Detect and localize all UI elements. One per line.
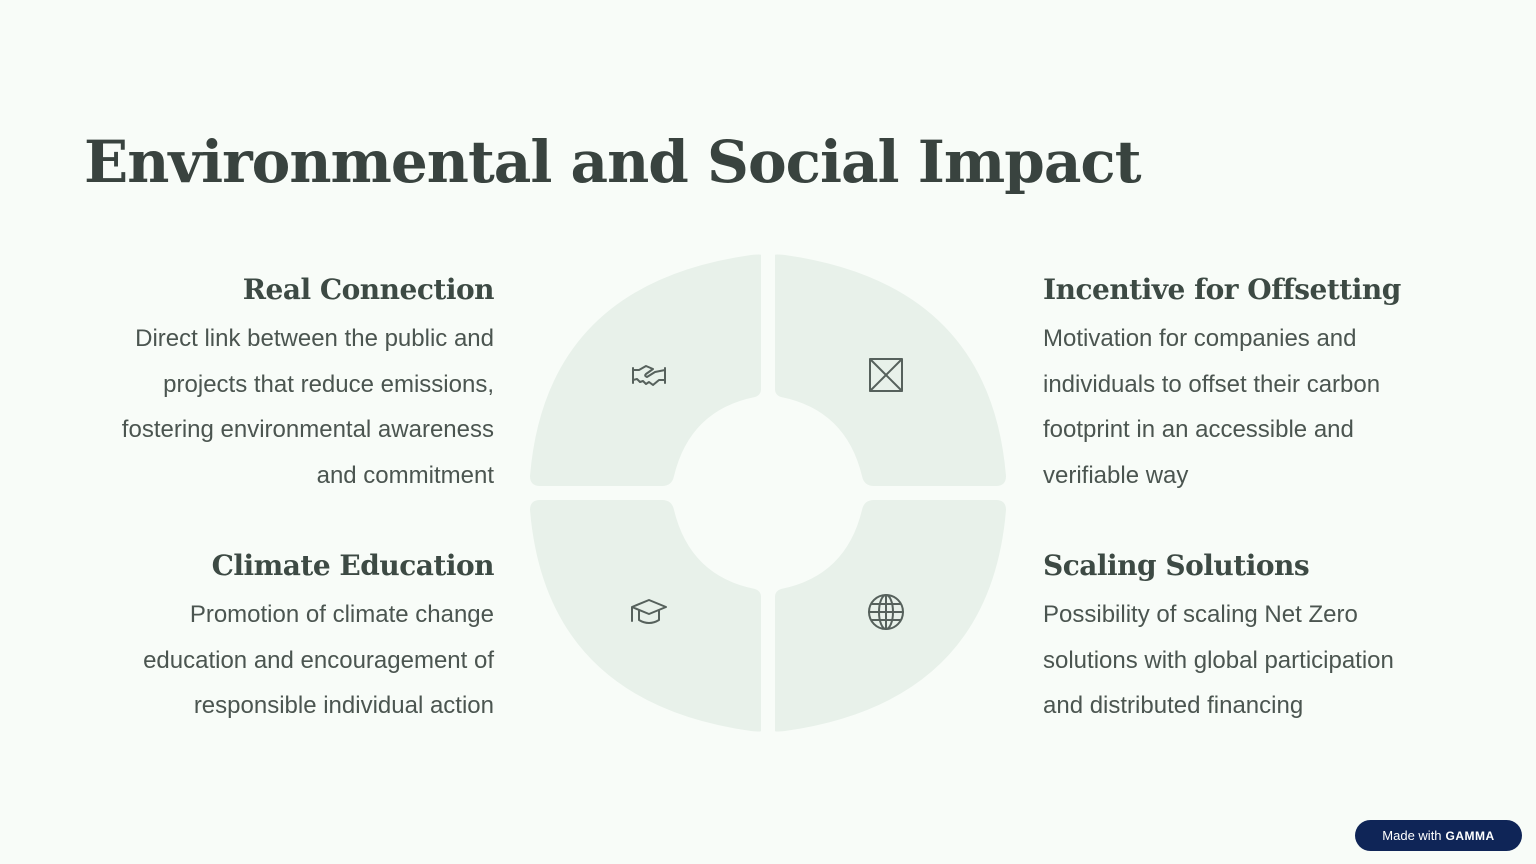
cycle-diagram	[518, 244, 1018, 744]
section-heading: Scaling Solutions	[1043, 549, 1310, 582]
section-heading: Incentive for Offsetting	[1043, 273, 1401, 306]
section-climate-education: Climate Education Promotion of climate c…	[84, 548, 494, 729]
graduation-cap-icon	[631, 599, 667, 624]
arrows-icon	[869, 358, 903, 392]
quadrant-top-left	[530, 254, 761, 486]
section-body: Possibility of scaling Net Zero solution…	[1043, 601, 1394, 719]
made-with-badge[interactable]: Made with GAMMA	[1355, 820, 1522, 851]
quadrant-bottom-right	[775, 500, 1006, 732]
section-scaling: Scaling Solutions Possibility of scaling…	[1043, 548, 1453, 729]
section-heading: Real Connection	[242, 273, 495, 306]
page-title: Environmental and Social Impact	[84, 128, 1142, 196]
gamma-logo: GAMMA	[1445, 828, 1495, 843]
section-body: Promotion of climate change education an…	[143, 601, 494, 719]
section-incentive: Incentive for Offsetting Motivation for …	[1043, 272, 1453, 498]
globe-icon	[868, 594, 904, 630]
section-real-connection: Real Connection Direct link between the …	[84, 272, 495, 498]
badge-prefix: Made with	[1382, 828, 1442, 843]
handshake-icon	[632, 365, 666, 386]
quadrant-bottom-left	[530, 500, 761, 732]
section-heading: Climate Education	[211, 549, 495, 582]
section-body: Direct link between the public and proje…	[121, 325, 494, 489]
section-body: Motivation for companies and individuals…	[1043, 325, 1381, 489]
